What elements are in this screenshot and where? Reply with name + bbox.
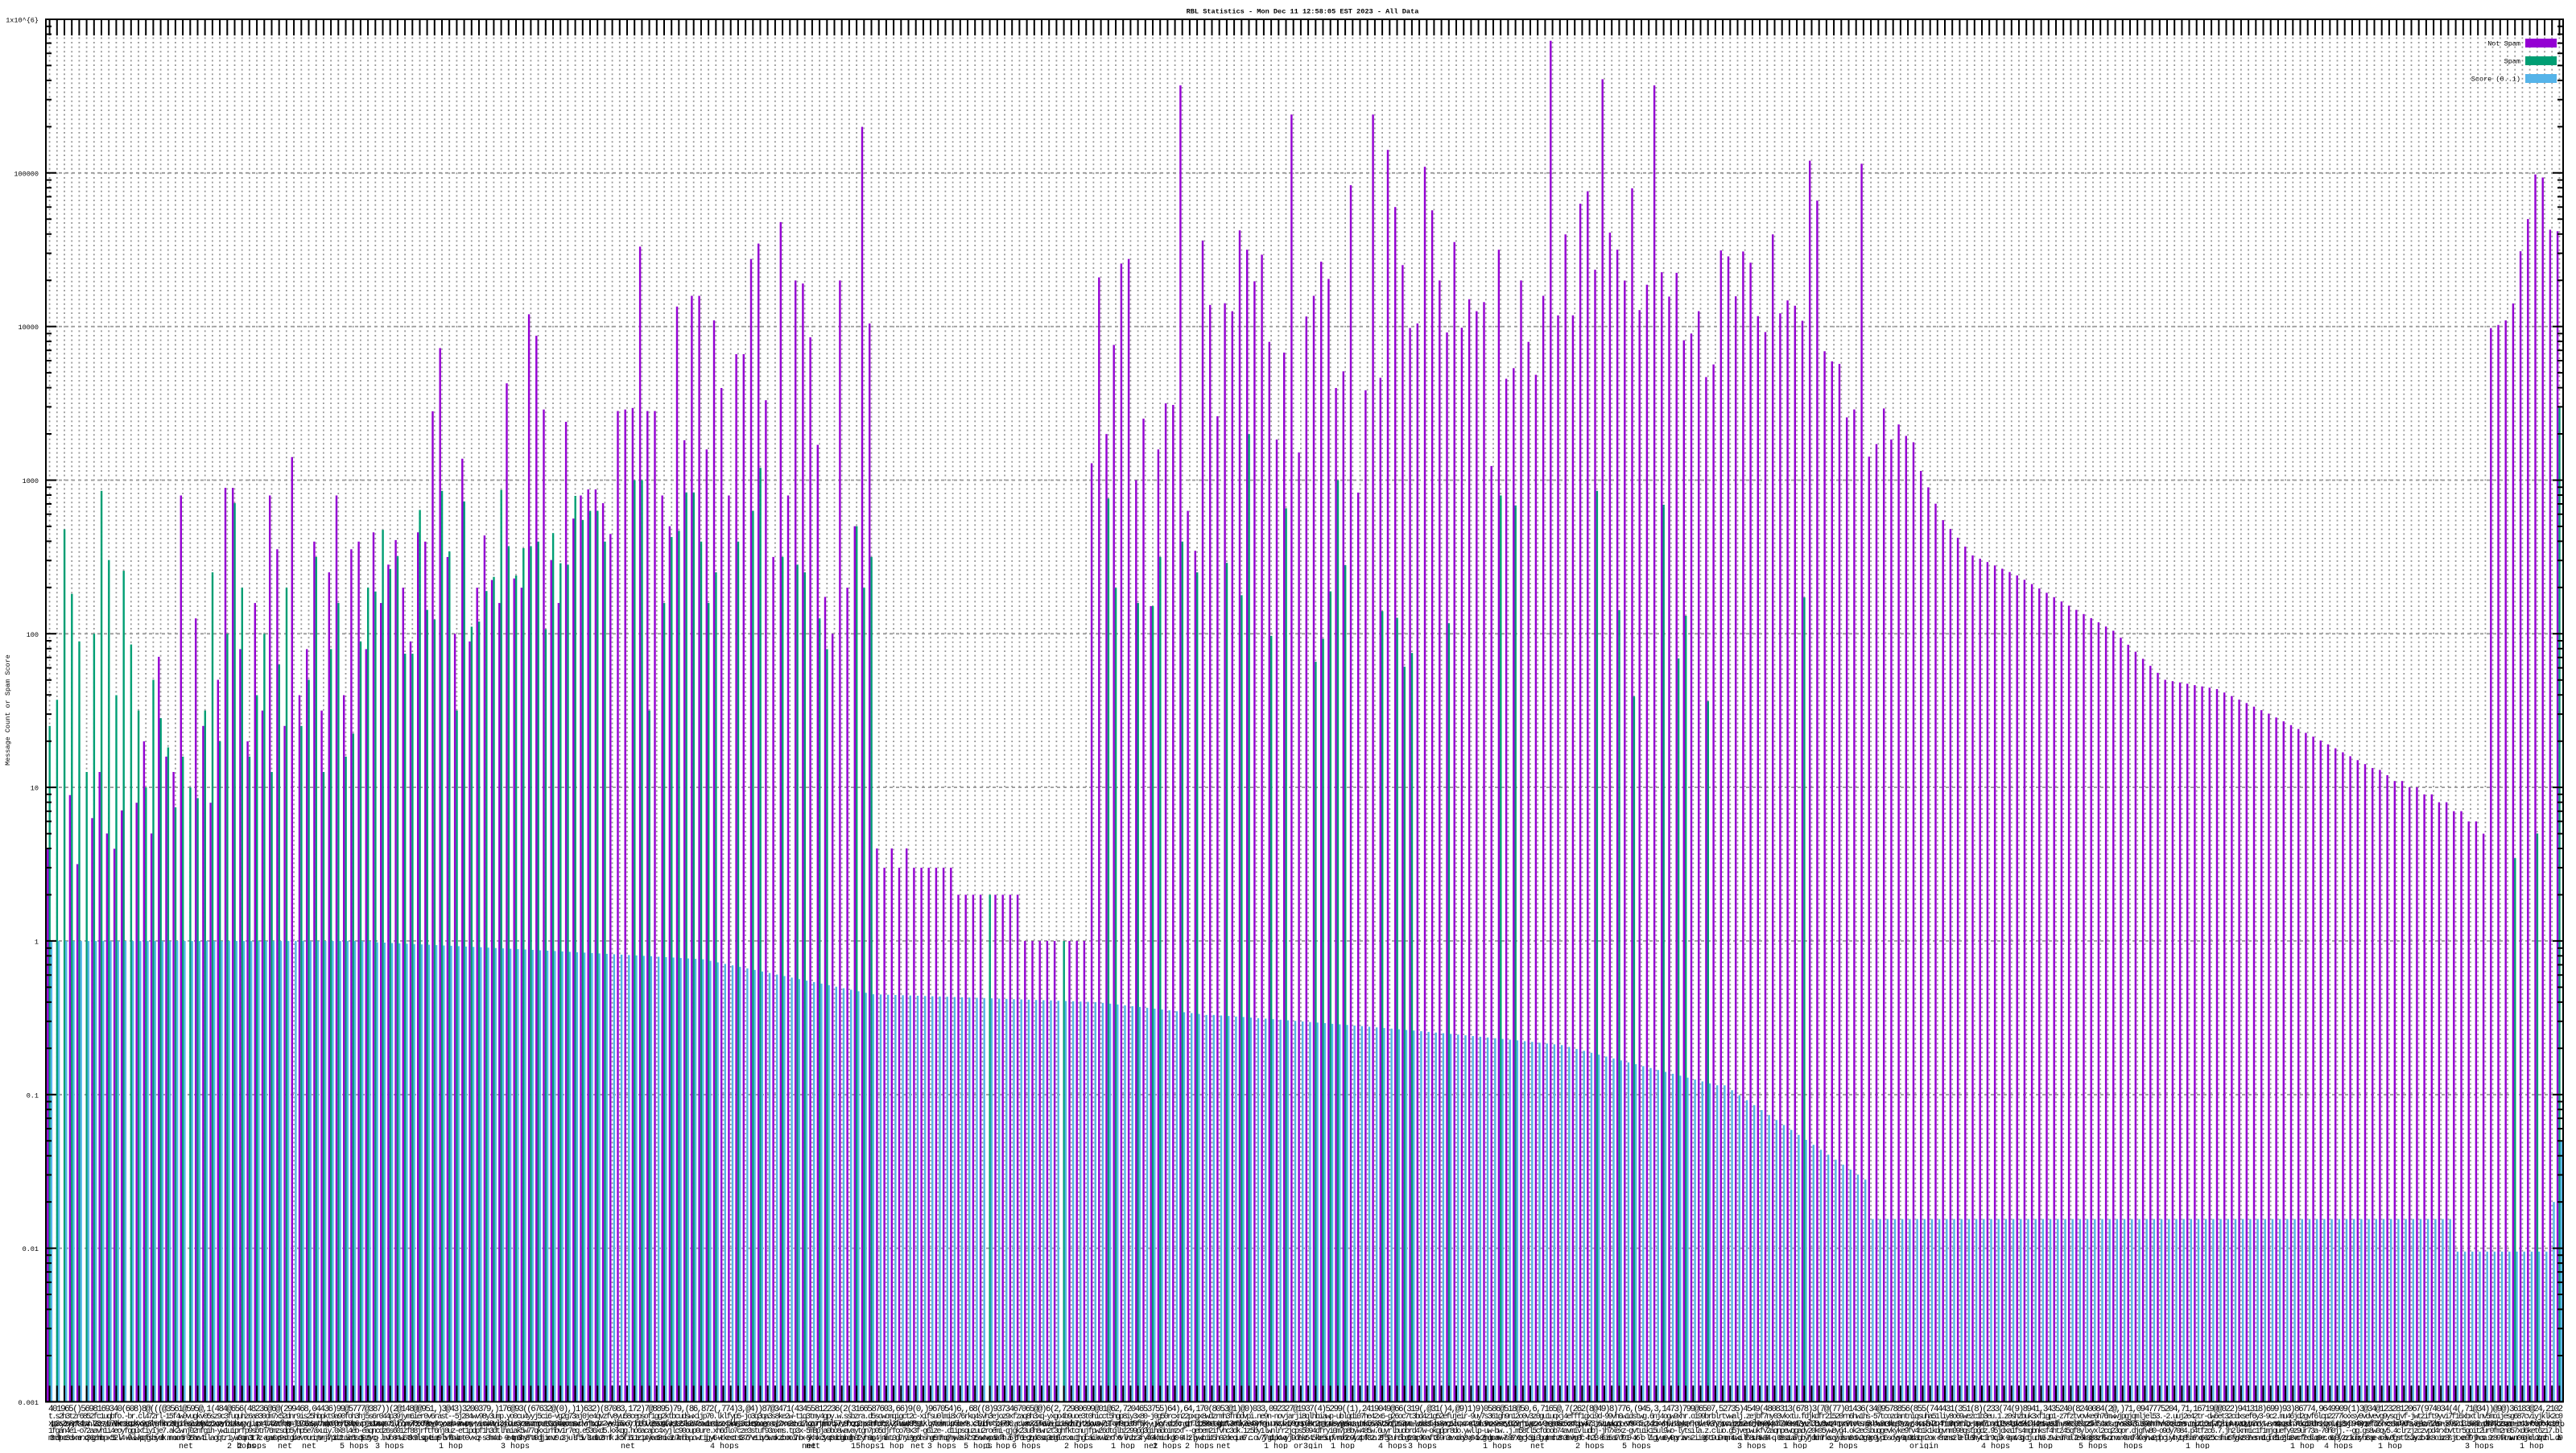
svg-text:net: net	[802, 1443, 816, 1449]
svg-text:1 hop: 1 hop	[2520, 1442, 2544, 1449]
svg-text:1 hop: 1 hop	[1331, 1442, 1355, 1449]
svg-text:or3gin: or3gin	[1294, 1442, 1323, 1449]
svg-text:1000: 1000	[23, 477, 39, 485]
svg-text:hops: hops	[2124, 1442, 2143, 1449]
svg-text:2 hops: 2 hops	[1575, 1442, 1604, 1449]
svg-text:t.s2h3tzr6852fc1uqbfo.-br.cl47: t.s2h3tzr6852fc1uqbfo.-br.cl472rl-15f4w0…	[48, 1412, 2563, 1422]
svg-text:3 hops: 3 hops	[927, 1442, 956, 1449]
svg-text:3 hops: 3 hops	[1737, 1442, 1766, 1449]
svg-text:3 hops: 3 hops	[1408, 1442, 1437, 1449]
svg-text:3 hops: 3 hops	[2465, 1442, 2494, 1449]
svg-text:1 hop: 1 hop	[439, 1442, 463, 1449]
svg-text:1 hop: 1 hop	[2290, 1442, 2314, 1449]
svg-text:0.1: 0.1	[27, 1092, 39, 1100]
svg-text:net: net	[179, 1443, 193, 1449]
svg-text:1fgan4ei-o72aavh1i4eoyfgguxtiy: 1fgan4ei-o72aavh1i4eoyfgguxtiyije7.ak2wn…	[48, 1426, 2563, 1436]
svg-text:100000: 100000	[14, 170, 39, 178]
svg-text:net: net	[1144, 1443, 1158, 1449]
svg-text:4 hops: 4 hops	[2324, 1442, 2353, 1449]
svg-text:1 hop: 1 hop	[1783, 1442, 1807, 1449]
svg-text:net: net	[302, 1443, 316, 1449]
svg-text:1 hops: 1 hops	[1483, 1442, 1512, 1449]
svg-text:net: net	[621, 1443, 635, 1449]
svg-text:5 hops: 5 hops	[964, 1442, 993, 1449]
svg-text:1 hop: 1 hop	[880, 1442, 904, 1449]
svg-text:Message Count or Spam Score: Message Count or Spam Score	[4, 654, 12, 766]
svg-text:RBL Statistics - Mon Dec 11 12: RBL Statistics - Mon Dec 11 12:58:05 EST…	[1187, 8, 1419, 16]
svg-text:3 hops: 3 hops	[501, 1442, 530, 1449]
svg-text:net: net	[1216, 1443, 1231, 1449]
svg-text:1 hop: 1 hop	[2029, 1442, 2053, 1449]
svg-text:2 hops: 2 hops	[1064, 1442, 1093, 1449]
svg-text:net: net	[806, 1443, 820, 1449]
svg-text:1 hop: 1 hop	[1111, 1442, 1135, 1449]
svg-text:1: 1	[35, 938, 39, 946]
svg-text:5 hops: 5 hops	[340, 1442, 369, 1449]
svg-text:2 hops: 2 hops	[1829, 1442, 1858, 1449]
svg-text:100: 100	[27, 631, 39, 639]
svg-text:5 hops: 5 hops	[2079, 1442, 2107, 1449]
svg-text:0.001: 0.001	[18, 1399, 39, 1407]
svg-text:Spam: Spam	[2504, 58, 2520, 66]
svg-text:10000: 10000	[18, 324, 39, 332]
svg-text:4 hops: 4 hops	[1981, 1442, 2010, 1449]
svg-text:2 hops: 2 hops	[1185, 1442, 1214, 1449]
svg-text:origin: origin	[1909, 1442, 1938, 1449]
svg-text:6 hops: 6 hops	[1012, 1442, 1041, 1449]
svg-text:mmdpc3dxmrx36zhbpx52l4-9wwkqfs: mmdpc3dxmrx36zhbpx52l4-9wwkqfsbydk.noonr…	[48, 1434, 2563, 1443]
svg-text:1x10^{6}: 1x10^{6}	[6, 17, 39, 25]
svg-text:net: net	[278, 1443, 292, 1449]
svg-text:3 hops: 3 hops	[375, 1442, 404, 1449]
svg-text:i0xy2yyf8iwhl8z7ioabt3818yop3w: i0xy2yyf8iwhl8z7ioabt3818yop3wjrmhc0bpne…	[50, 1420, 2565, 1430]
svg-text:1 hop: 1 hop	[1264, 1442, 1288, 1449]
svg-text:0.01: 0.01	[23, 1245, 39, 1253]
svg-text:2 hops: 2 hops	[237, 1442, 266, 1449]
svg-text:net: net	[1530, 1443, 1545, 1449]
svg-text:401965()5698169340(608)8@(((@3: 401965()5698169340(608)8@(((@3561@595@,1…	[48, 1405, 2563, 1414]
svg-text:net: net	[910, 1443, 925, 1449]
svg-text:Score (0..1): Score (0..1)	[2471, 76, 2520, 84]
svg-text:xp2s2o8pt4mx.23sy670kmiqd4x9g7: xp2s2o8pt4mx.23sy670kmiqd4x9g7hsfkr26j1f…	[48, 1419, 2563, 1429]
svg-text:3 9 e s e q g m - 5 v w i p g: 3 9 e s e q g m - 5 v w i p g s e m u 5 …	[50, 1434, 2562, 1443]
svg-text:1 hop: 1 hop	[2378, 1442, 2402, 1449]
svg-text:4 hops: 4 hops	[1378, 1442, 1407, 1449]
svg-text:10: 10	[31, 785, 39, 793]
svg-text:1 hop: 1 hop	[2186, 1442, 2210, 1449]
svg-text:15hops: 15hops	[851, 1442, 880, 1449]
svg-text:5 hops: 5 hops	[1622, 1442, 1651, 1449]
svg-text:Not Spam: Not Spam	[2487, 40, 2520, 48]
svg-text:4 hops: 4 hops	[710, 1442, 739, 1449]
